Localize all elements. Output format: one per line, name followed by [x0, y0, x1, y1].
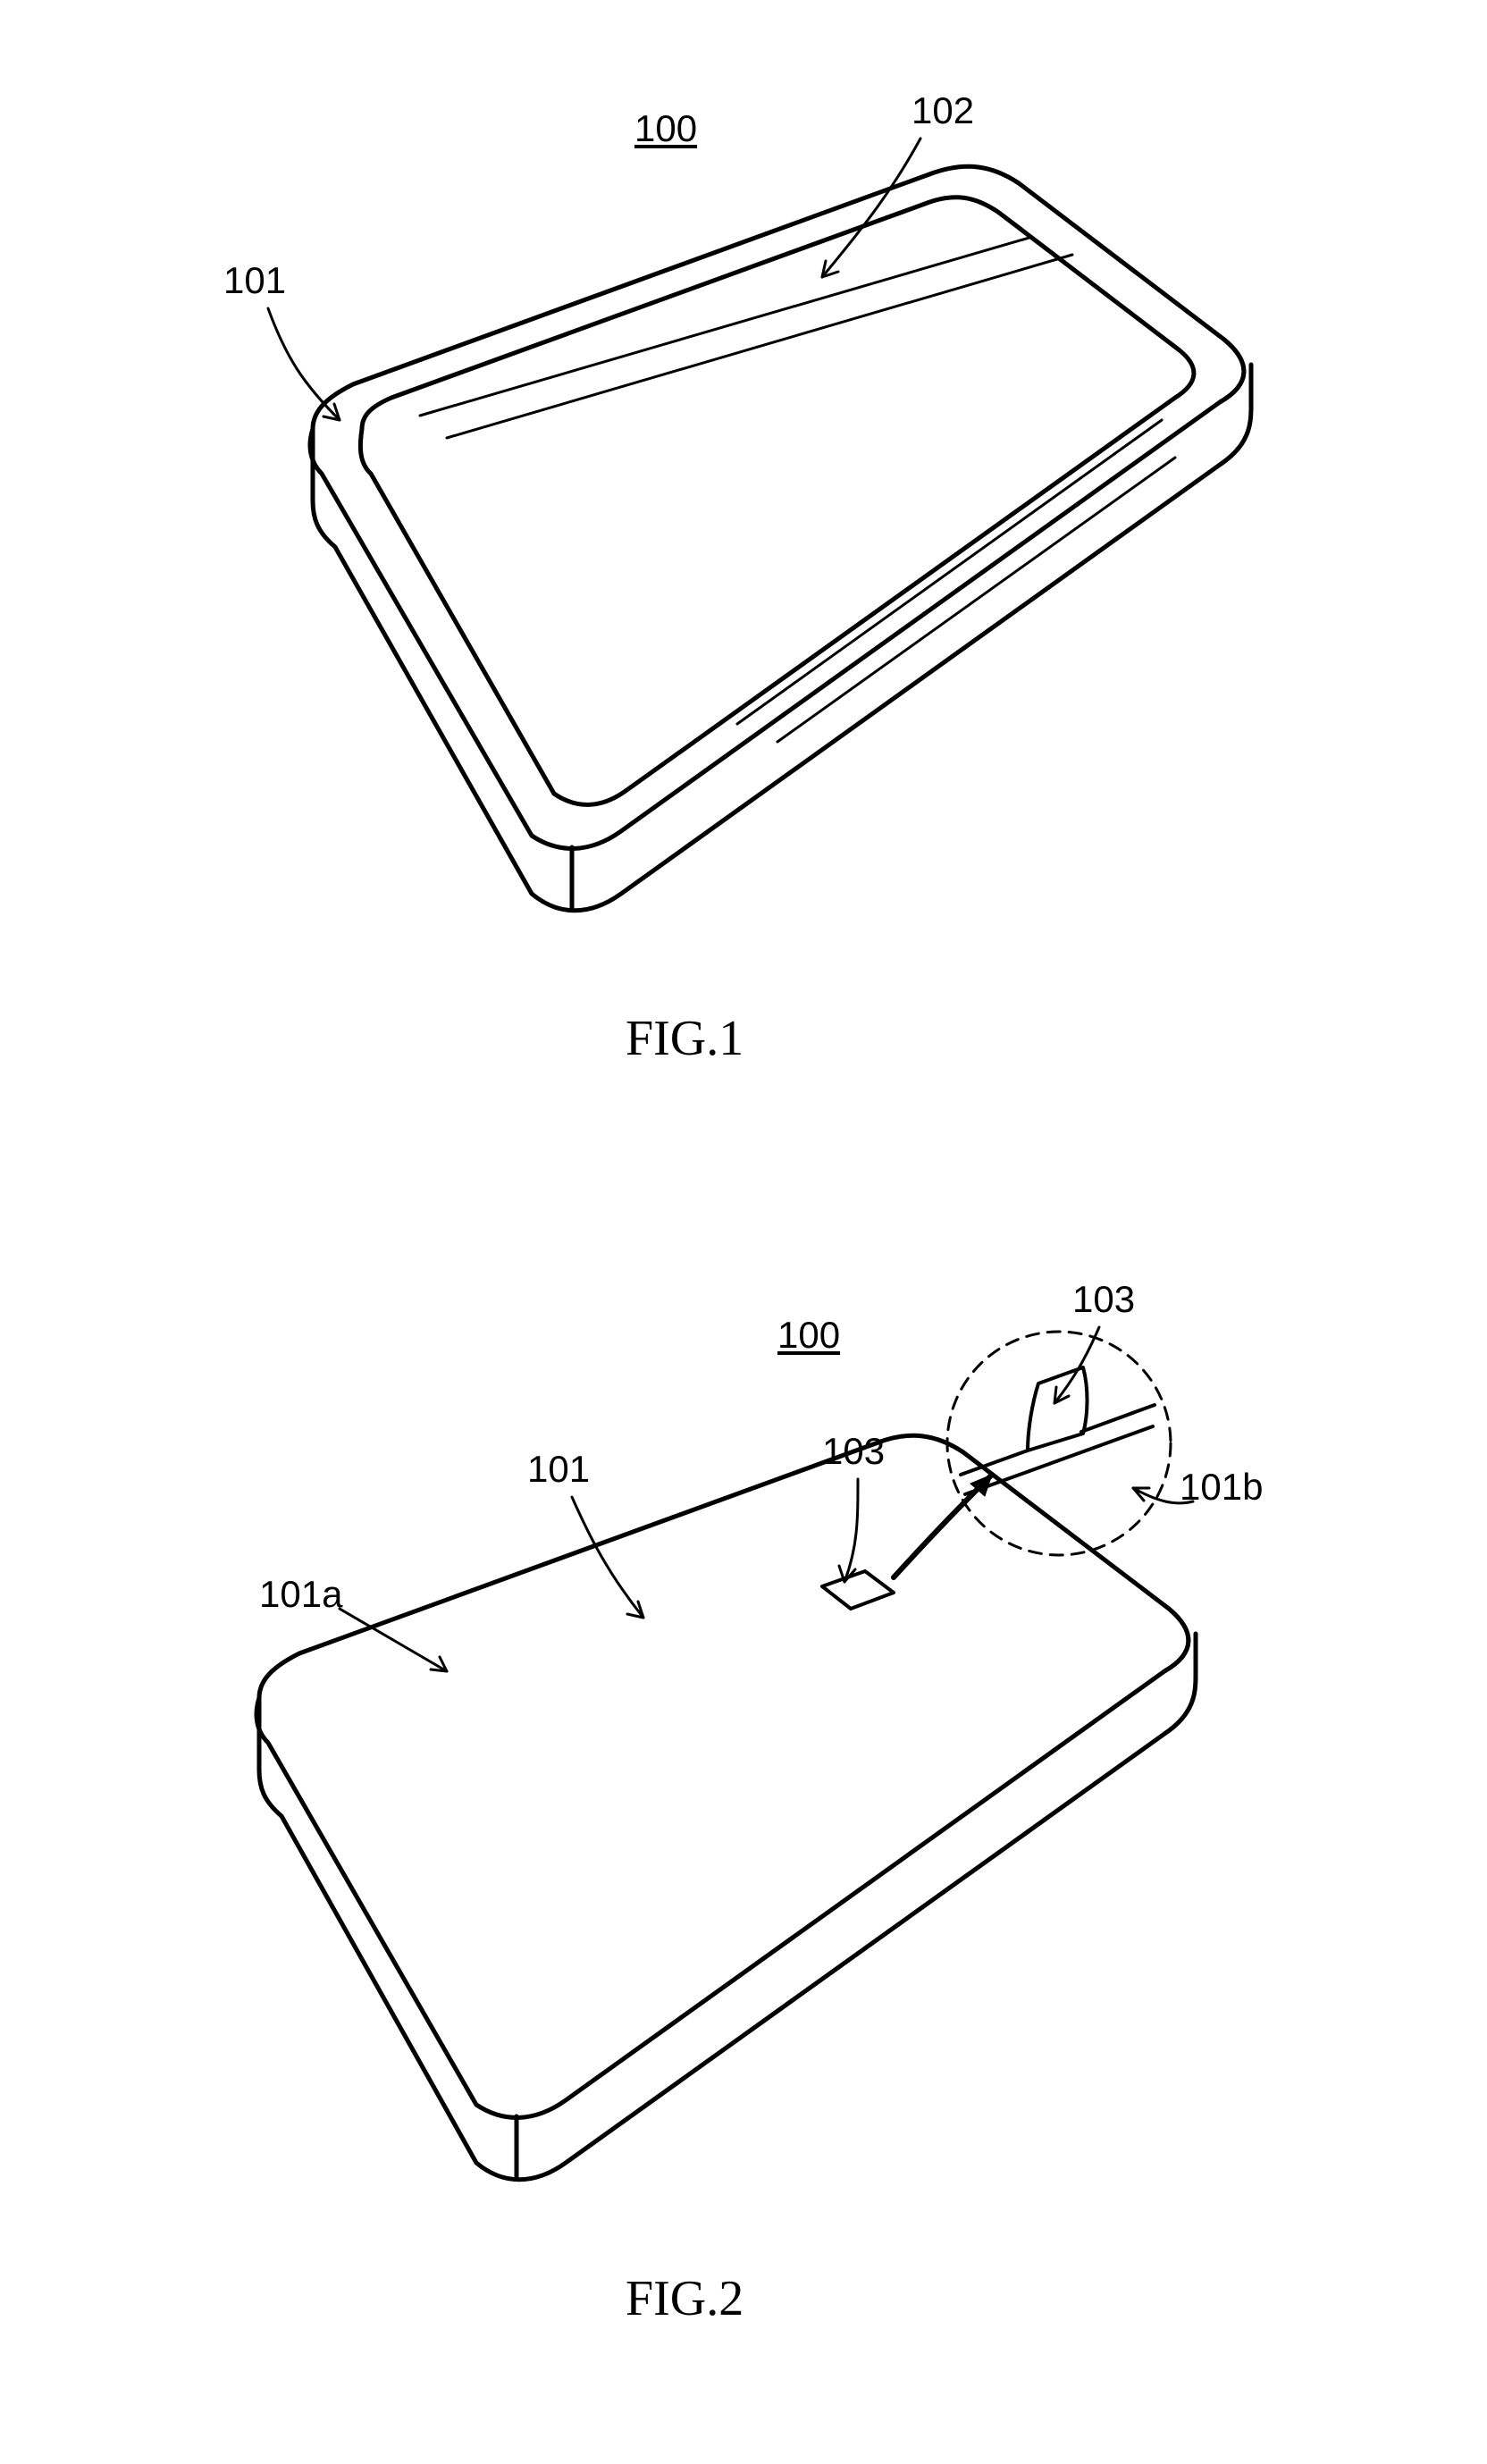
fig2-ref-101a: 101a [259, 1573, 342, 1616]
fig2-ref-101: 101 [527, 1448, 590, 1491]
fig2-ref-100: 100 [777, 1314, 840, 1357]
fig2-ref-101b: 101b [1180, 1466, 1263, 1509]
fig2-caption: FIG.2 [626, 2270, 744, 2327]
fig2-ref-103: 103 [822, 1430, 885, 1473]
fig2-ref-103-detail: 103 [1072, 1278, 1135, 1321]
page: 100 101 102 FIG.1 [0, 0, 1487, 2464]
figure-2-drawing [0, 0, 1487, 2464]
